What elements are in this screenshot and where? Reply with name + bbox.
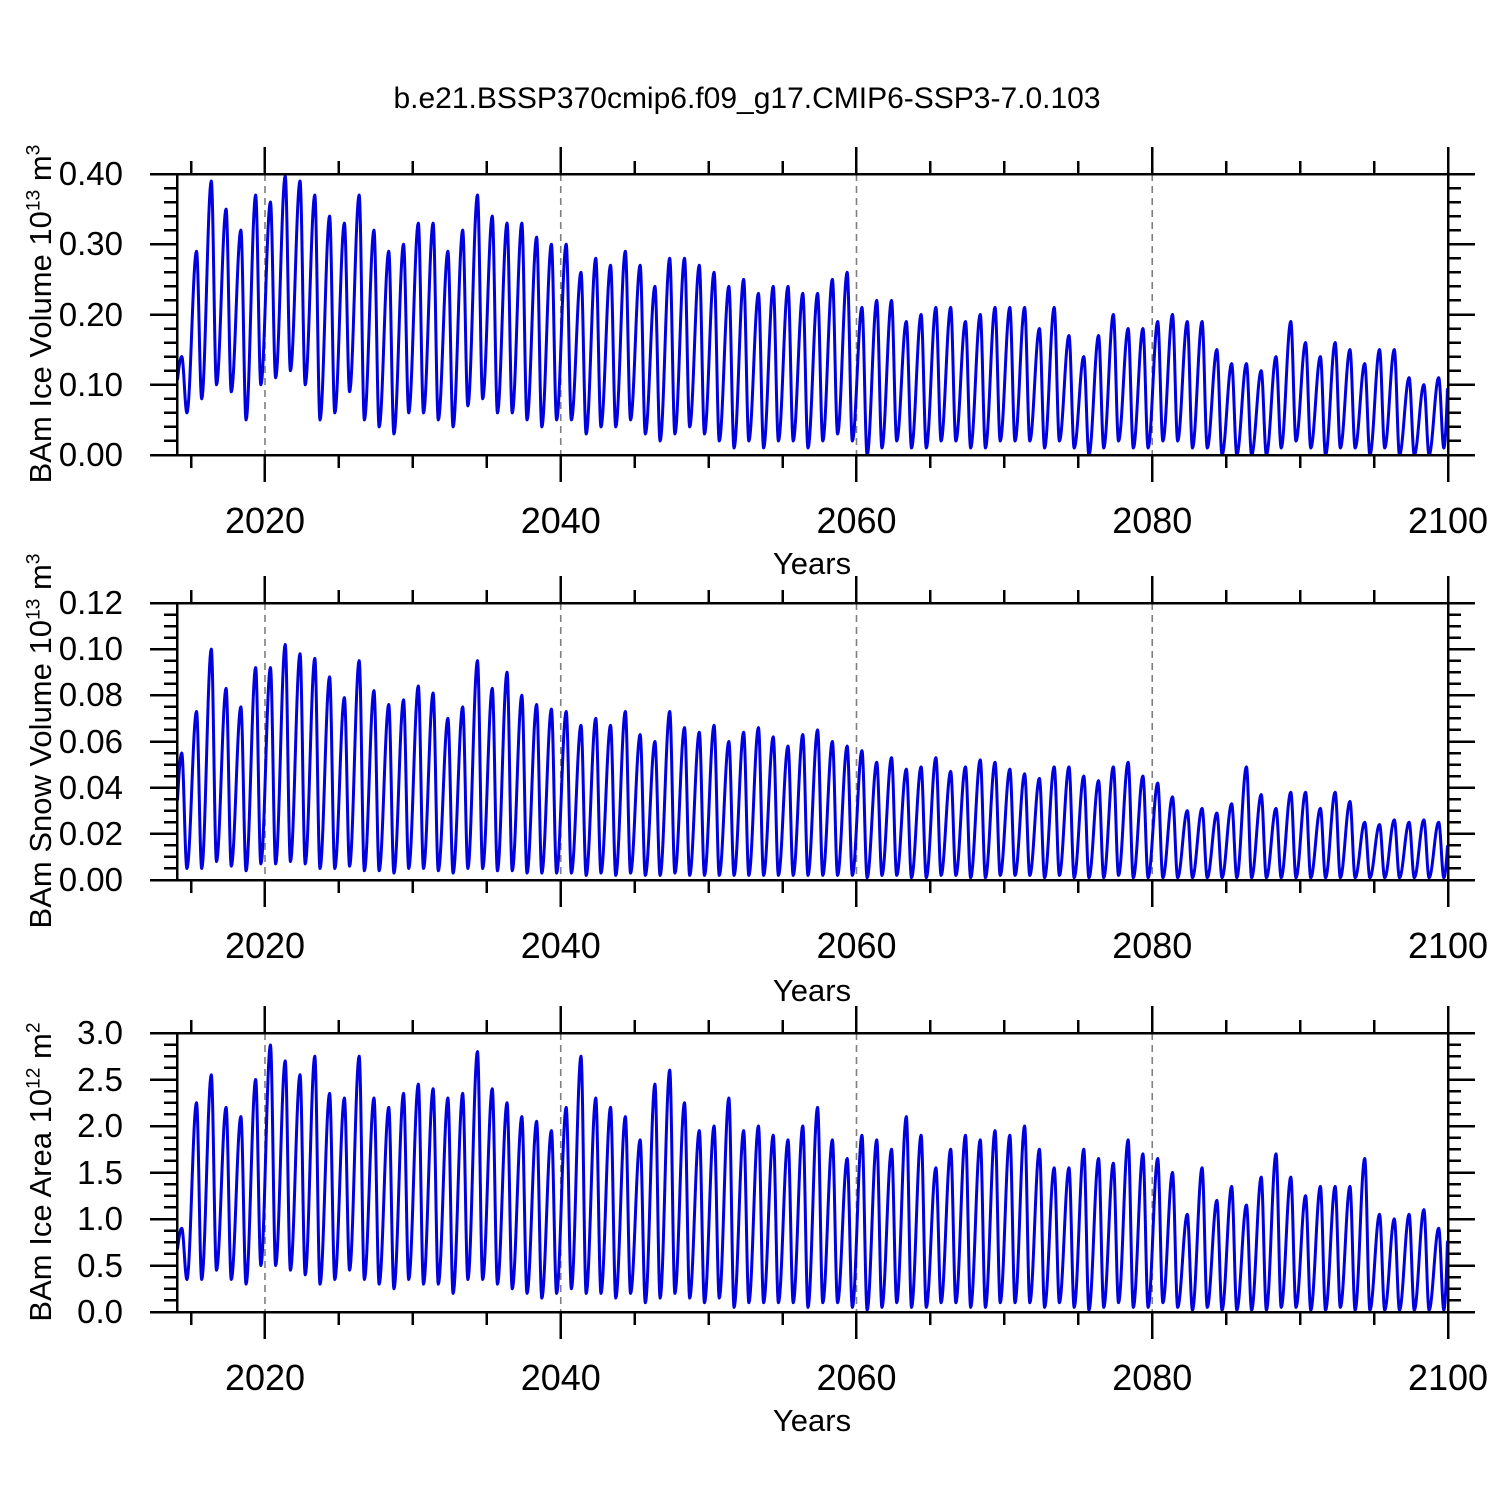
y-tick-label: 0.08	[58, 676, 123, 714]
x-tick-label: 2040	[520, 500, 601, 541]
y-tick-label: 0.10	[58, 365, 123, 403]
y-tick-label: 3.0	[77, 1014, 123, 1051]
x-tick-label: 2020	[224, 925, 306, 966]
x-tick-label: 2100	[1407, 500, 1489, 541]
x-tick-label: 2040	[520, 925, 601, 966]
y-tick-label: 0.00	[58, 436, 123, 473]
y-tick-label: 0.00	[58, 861, 123, 898]
x-tick-label: 2040	[520, 1357, 601, 1398]
y-tick-label: 0.02	[58, 814, 123, 852]
x-axis-title: Years	[772, 546, 852, 581]
x-tick-label: 2020	[224, 1357, 306, 1398]
x-tick-label: 2060	[816, 1357, 897, 1398]
y-tick-label: 0.06	[58, 722, 123, 760]
data-line	[176, 174, 1449, 457]
x-tick-label: 2100	[1407, 925, 1489, 966]
data-line	[176, 643, 1449, 880]
x-tick-label: 2060	[816, 500, 897, 541]
y-tick-label: 0.5	[77, 1246, 123, 1284]
y-axis-title-exponent: 13	[23, 189, 45, 212]
x-tick-label: 2020	[224, 500, 306, 541]
y-tick-label: 0.30	[58, 225, 123, 263]
y-tick-label: 0.0	[77, 1293, 123, 1330]
y-axis-title-unit-exponent: 3	[23, 144, 45, 156]
y-tick-label: 2.5	[77, 1060, 123, 1098]
x-axis-title: Years	[772, 1403, 852, 1438]
y-tick-label: 0.10	[58, 630, 123, 668]
x-tick-label: 2080	[1112, 1357, 1193, 1398]
y-tick-label: 0.40	[58, 155, 123, 192]
y-tick-label: 0.04	[58, 768, 123, 806]
y-tick-label: 1.5	[77, 1153, 123, 1191]
y-tick-label: 0.20	[58, 295, 123, 333]
y-tick-label: 2.0	[77, 1107, 123, 1144]
x-axis-title: Years	[772, 973, 852, 1008]
x-tick-label: 2060	[816, 925, 897, 966]
y-axis-title-unit-exponent: 3	[23, 553, 45, 565]
y-tick-label: 0.12	[58, 584, 123, 621]
y-tick-label: 1.0	[77, 1200, 123, 1237]
data-line	[176, 1043, 1449, 1312]
x-tick-label: 2080	[1112, 500, 1193, 541]
chart-title: b.e21.BSSP370cmip6.f09_g17.CMIP6-SSP3-7.…	[393, 82, 1101, 115]
x-tick-label: 2100	[1407, 1357, 1489, 1398]
x-tick-label: 2080	[1112, 925, 1193, 966]
